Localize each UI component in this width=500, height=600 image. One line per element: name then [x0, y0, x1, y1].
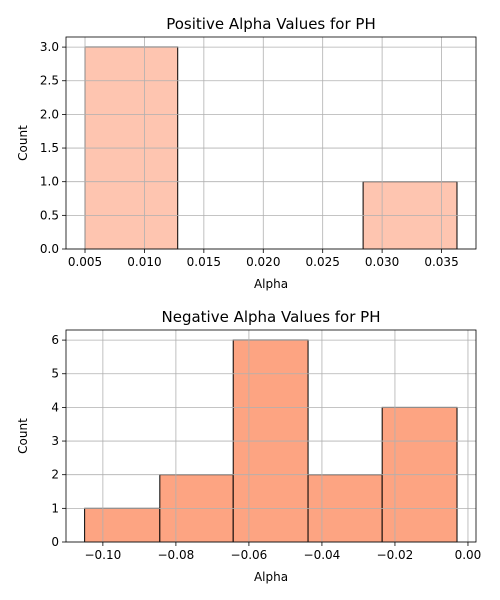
- y-axis-label: Count: [16, 125, 30, 161]
- y-tick-label: 2.0: [40, 107, 59, 121]
- y-tick-label: 3: [51, 434, 59, 448]
- x-tick-label: 0.025: [306, 255, 340, 269]
- y-tick-label: 0: [51, 535, 59, 549]
- positive-alpha-chart: 0.005 0.010 0.015 0.020 0.025 0.030 0.035 0.0 0.…: [16, 15, 477, 291]
- y-tick-label: 2.5: [40, 74, 59, 88]
- y-tick-label: 1.0: [40, 175, 59, 189]
- y-tick-label: 1: [51, 501, 59, 515]
- x-tick-label: −0.04: [304, 548, 341, 562]
- chart-title: Positive Alpha Values for PH: [166, 15, 376, 33]
- chart-title: Negative Alpha Values for PH: [162, 308, 381, 326]
- y-tick-label: 6: [51, 333, 59, 347]
- y-tick-label: 2: [51, 468, 59, 482]
- x-tick-label: 0.00: [455, 548, 482, 562]
- negative-alpha-chart: −0.10 −0.08 −0.06 −0.04 −0.02 0.00 0 1 2 3 4 5 6 Nega…: [16, 308, 481, 584]
- x-tick-label: 0.005: [68, 255, 102, 269]
- x-tick-label: −0.02: [377, 548, 414, 562]
- y-tick-label: 5: [51, 367, 59, 381]
- x-tick-label: 0.035: [424, 255, 458, 269]
- x-tick-label: 0.015: [187, 255, 221, 269]
- x-tick-label: 0.010: [127, 255, 161, 269]
- x-tick-label: −0.10: [84, 548, 121, 562]
- x-tick-label: −0.06: [231, 548, 268, 562]
- y-tick-label: 4: [51, 400, 59, 414]
- x-axis-label: Alpha: [254, 570, 288, 584]
- y-tick-label: 3.0: [40, 40, 59, 54]
- histogram-bar: [84, 507, 161, 543]
- y-tick-label: 0.0: [40, 242, 59, 256]
- plot-frame: [65, 36, 477, 250]
- y-tick-label: 1.5: [40, 141, 59, 155]
- x-axis-label: Alpha: [254, 277, 288, 291]
- y-axis-label: Count: [16, 418, 30, 454]
- plot-frame: [65, 329, 477, 543]
- x-tick-label: 0.030: [365, 255, 399, 269]
- x-tick-label: −0.08: [158, 548, 195, 562]
- x-tick-label: 0.020: [246, 255, 280, 269]
- y-tick-label: 0.5: [40, 208, 59, 222]
